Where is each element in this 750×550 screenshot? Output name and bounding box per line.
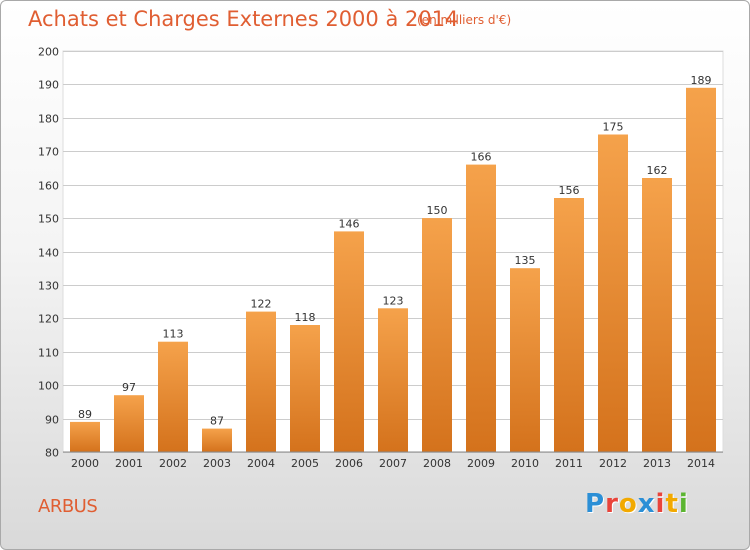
y-tick-label: 170 [38,146,59,159]
x-tick-label: 2008 [423,457,451,470]
chart-title: Achats et Charges Externes 2000 à 2014 [28,7,459,31]
y-tick-label: 200 [38,46,59,59]
bar-2000 [70,421,100,452]
data-label: 122 [251,298,272,311]
data-label: 87 [210,415,224,428]
y-tick-label: 180 [38,113,59,126]
bar-2002 [158,341,188,452]
data-label: 135 [515,254,536,267]
logo-letter: o [618,489,638,519]
logo-letter: P [585,489,606,519]
bar-2009 [466,164,496,452]
x-tick-label: 2009 [467,457,495,470]
x-tick-label: 2007 [379,457,407,470]
bar-2013 [642,178,672,452]
data-label: 123 [383,294,404,307]
y-tick-label: 150 [38,213,59,226]
x-tick-label: 2014 [687,457,715,470]
bar-2001 [114,395,144,452]
y-tick-label: 160 [38,180,59,193]
bar-2003 [202,428,232,452]
y-tick-label: 130 [38,280,59,293]
x-tick-label: 2001 [115,457,143,470]
data-label: 118 [295,311,316,324]
x-tick-label: 2011 [555,457,583,470]
x-tick-label: 2000 [71,457,99,470]
y-tick-label: 80 [45,447,59,460]
logo-letter: t [665,489,679,519]
data-label: 113 [163,328,184,341]
x-tick-label: 2012 [599,457,627,470]
y-tick-label: 110 [38,347,59,360]
x-tick-label: 2010 [511,457,539,470]
x-tick-label: 2013 [643,457,671,470]
logo-letter: i [655,489,666,519]
logo-letter: i [678,489,689,519]
y-tick-label: 120 [38,313,59,326]
bar-2012 [598,134,628,452]
x-tick-label: 2004 [247,457,275,470]
data-label: 189 [691,74,712,87]
x-tick-label: 2005 [291,457,319,470]
y-tick-label: 190 [38,79,59,92]
data-label: 146 [339,217,360,230]
bar-2014 [686,87,716,453]
y-tick-label: 90 [45,414,59,427]
bar-2005 [290,325,320,452]
proxiti-logo: Proxiti [585,489,689,519]
bar-2011 [554,198,584,452]
chart-subtitle: (en milliers d'€) [417,13,512,27]
bar-2004 [246,311,276,452]
bar-2010 [510,268,540,452]
data-label: 156 [559,184,580,197]
x-tick-label: 2002 [159,457,187,470]
y-tick-label: 140 [38,247,59,260]
data-label: 89 [78,408,92,421]
y-tick-label: 100 [38,380,59,393]
data-label: 150 [427,204,448,217]
data-label: 175 [603,121,624,134]
data-label: 166 [471,151,492,164]
x-tick-label: 2003 [203,457,231,470]
logo-letter: x [637,489,656,519]
bar-2008 [422,218,452,452]
bar-2007 [378,308,408,452]
logo-letter: r [605,489,619,519]
place-name: ARBUS [38,496,98,517]
data-label: 97 [122,381,136,394]
bar-2006 [334,231,364,452]
data-label: 162 [647,164,668,177]
x-tick-label: 2006 [335,457,363,470]
